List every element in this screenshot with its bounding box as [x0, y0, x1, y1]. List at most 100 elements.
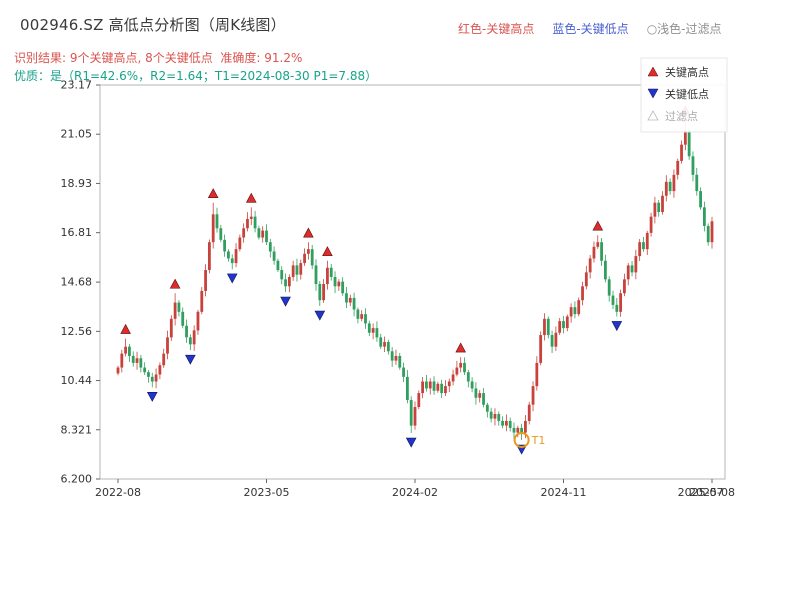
t1-circle [513, 431, 530, 448]
y-tick-label: 23.17 [61, 79, 93, 92]
candle-body [398, 355, 402, 368]
candle-body [463, 362, 466, 373]
candle-body [200, 290, 204, 312]
candle-body [634, 256, 638, 273]
candle-body [310, 249, 314, 266]
candle-body [626, 265, 630, 280]
candle-body [421, 381, 425, 394]
candle-body [295, 265, 299, 275]
candle-body [147, 372, 150, 377]
key-low-marker [280, 296, 291, 307]
candle-body [409, 400, 413, 426]
candle-body [284, 279, 287, 287]
x-tick-label: 2024-11 [541, 486, 587, 499]
candle-body [520, 427, 524, 433]
candle-body [261, 230, 265, 238]
candle-body [192, 330, 196, 345]
candle-body [661, 195, 664, 212]
candle-body [527, 404, 531, 421]
legend-label-key-low: 蓝色-关键低点 [552, 22, 629, 36]
candle-body [432, 381, 436, 391]
x-tick-label-overlap: 2025-07 [678, 486, 724, 499]
candle-body [128, 346, 131, 356]
candle-body [573, 307, 577, 315]
candle-body [501, 420, 504, 426]
candle-body [562, 321, 565, 329]
candle-body [645, 232, 649, 250]
candle-body [623, 279, 626, 294]
candle-body [470, 381, 474, 389]
candle-body [603, 260, 607, 280]
candle-body [280, 270, 284, 280]
candle-body [215, 214, 219, 229]
candle-body [493, 413, 497, 419]
candle-body [516, 427, 520, 433]
key-high-marker [322, 246, 333, 257]
candle-body [238, 237, 242, 250]
candle-body [531, 386, 535, 405]
candle-body [664, 181, 668, 196]
legend-label-filtered: ○浅色-过滤点 [646, 22, 722, 36]
candle-body [558, 321, 562, 333]
candle-body [227, 251, 230, 259]
key-low-marker [611, 321, 623, 332]
page-title: 002946.SZ 高低点分析图（周K线图） [20, 16, 286, 34]
candle-body [638, 242, 642, 257]
candle-body [257, 228, 261, 238]
candle-body [356, 309, 360, 319]
candle-body [459, 362, 463, 368]
candle-body [466, 372, 470, 382]
candle-body [649, 216, 653, 233]
y-tick-label: 18.93 [61, 177, 93, 190]
y-tick-label: 12.56 [61, 325, 93, 338]
x-tick-label: 2025-08 [689, 486, 735, 499]
candle-body [367, 323, 371, 333]
candle-body [375, 328, 379, 338]
candle-body [333, 277, 337, 287]
candle-body [581, 286, 584, 301]
candle-body [683, 130, 687, 145]
candle-body [405, 376, 409, 401]
y-tick-label: 16.81 [61, 226, 93, 239]
candle-body [630, 265, 634, 273]
candle-body [139, 358, 143, 368]
candle-body [653, 202, 657, 217]
key-low-marker [226, 273, 238, 284]
candle-body [402, 367, 405, 377]
key-low-marker [314, 310, 326, 321]
candle-body [276, 260, 280, 271]
candle-body [242, 228, 246, 238]
candle-body [474, 388, 478, 398]
candle-body [611, 295, 615, 305]
kline-chart: 23.17 21.05 18.93 16.81 14.68 12.56 10.44 8.321… [61, 57, 735, 499]
candle-body [207, 242, 211, 271]
candle-body [318, 283, 322, 301]
candle-body [417, 393, 421, 408]
candle-body [181, 311, 185, 326]
candle-body [394, 355, 398, 361]
candle-body [508, 420, 512, 428]
candle-body [702, 207, 706, 226]
candle-body [326, 267, 329, 284]
candle-body [158, 365, 162, 375]
candle-body [360, 314, 364, 319]
candle-body [535, 362, 539, 387]
candle-body [485, 404, 489, 412]
candle-body [444, 386, 447, 394]
candle-body [615, 304, 619, 312]
candle-body [451, 374, 455, 382]
candle-body [120, 353, 124, 368]
candle-body [447, 381, 451, 387]
candle-body [314, 265, 318, 284]
candle-body [268, 242, 272, 252]
candle-body [154, 374, 158, 382]
candle-body [291, 265, 295, 278]
y-tick-label: 6.200 [61, 473, 93, 486]
candle-body [211, 214, 215, 243]
x-tick-label: 2022-08 [95, 486, 141, 499]
candle-body [657, 202, 661, 212]
candle-body [116, 367, 120, 374]
candle-body [383, 342, 386, 347]
key-high-marker [207, 188, 219, 199]
